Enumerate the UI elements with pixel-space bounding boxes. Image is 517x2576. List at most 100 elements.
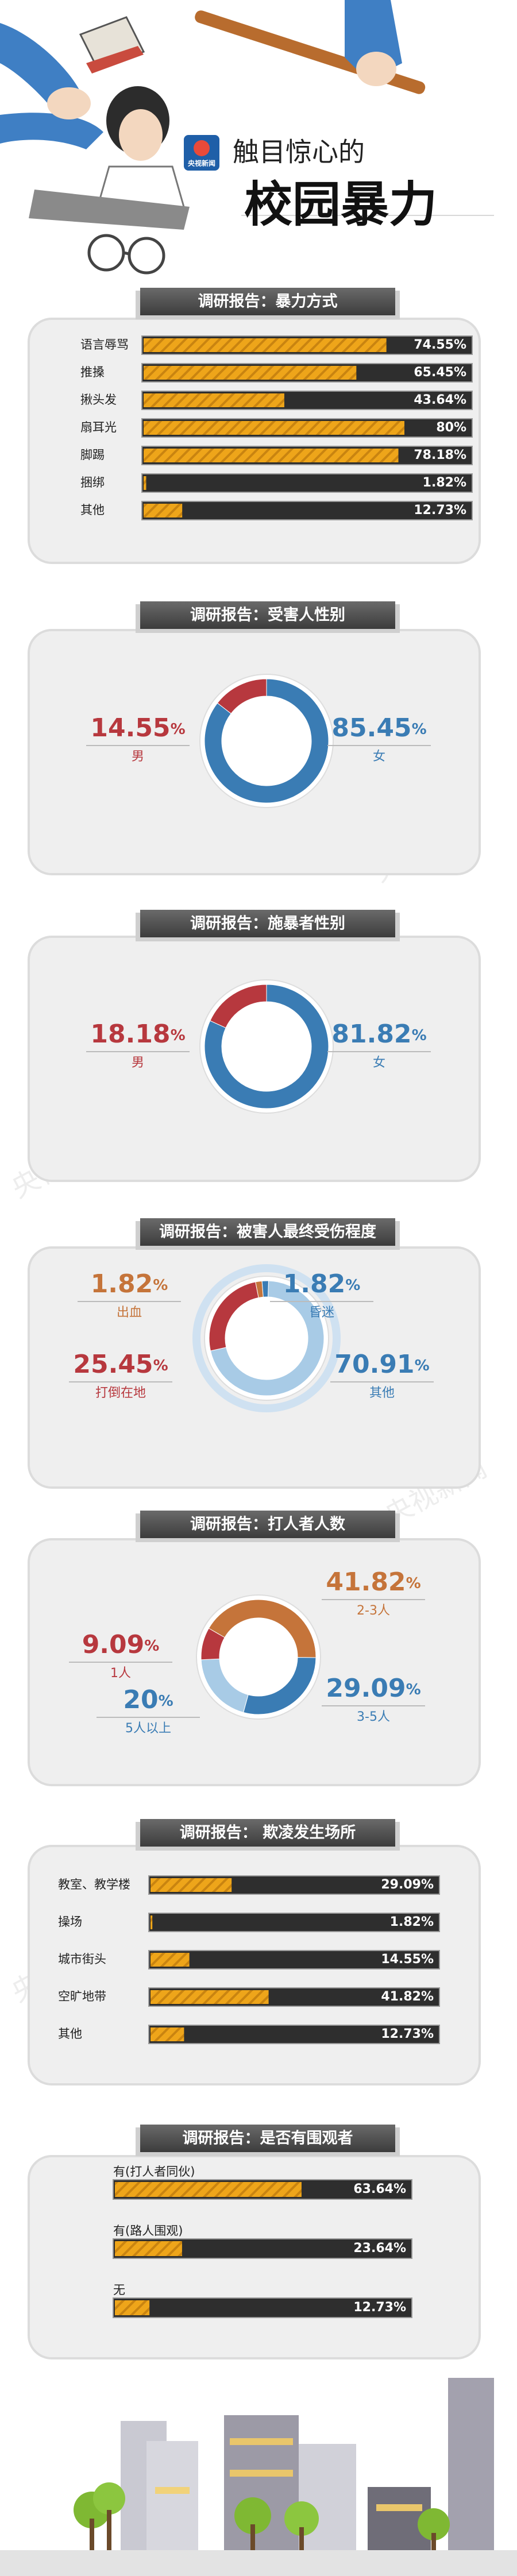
bar [144, 476, 146, 490]
category-label: 操场 [58, 1915, 82, 1929]
value-label: 12.73% [381, 2027, 434, 2041]
bar-track [148, 1913, 440, 1932]
category-label: 女 [373, 750, 385, 764]
category-label: 语言辱骂 [80, 338, 129, 352]
donut-slice [210, 984, 267, 1029]
category-label: 空旷地带 [58, 1990, 106, 2003]
value-unit: % [412, 721, 427, 738]
section-title: 调研报告： 欺凌发生场所 [180, 1824, 356, 1842]
value-label: 43.64% [414, 393, 466, 407]
value-unit: % [415, 1357, 430, 1374]
value-label: 23.64% [353, 2241, 406, 2256]
value-unit: % [171, 1027, 186, 1044]
category-label: 其他 [58, 2027, 82, 2041]
footer-buildings [0, 2378, 517, 2576]
value-label: 1.82% [423, 476, 466, 490]
value-label: 85.45% [331, 713, 426, 743]
category-label: 1人 [110, 1666, 131, 1681]
value-label: 41.82% [326, 1567, 420, 1597]
donut-slice [210, 1280, 325, 1396]
section-title: 调研报告：受害人性别 [190, 606, 345, 624]
category-label: 3-5人 [357, 1710, 390, 1724]
value-label: 1.82% [283, 1269, 361, 1299]
bar [151, 1915, 153, 1929]
value-unit: % [144, 1637, 159, 1655]
value-label: 1.82% [91, 1269, 168, 1299]
section-title: 调研报告：是否有围观者 [183, 2130, 353, 2148]
bar [144, 449, 399, 462]
value-label: 74.55% [414, 338, 466, 352]
donut-slice [200, 1628, 225, 1660]
category-label: 推搡 [80, 365, 105, 379]
category-label: 男 [132, 750, 144, 764]
bar [144, 393, 284, 407]
bar [144, 366, 357, 380]
donut-slice [217, 678, 267, 715]
category-label: 捆绑 [80, 476, 105, 489]
bar-track [141, 501, 473, 520]
value-unit: % [171, 721, 186, 738]
category-label: 揪头发 [80, 393, 117, 407]
value-label: 20% [123, 1685, 173, 1714]
value-number: 20 [123, 1685, 158, 1714]
value-label: 78.18% [414, 448, 466, 462]
bar-track [141, 473, 473, 493]
category-label: 教室、教学楼 [58, 1878, 130, 1891]
section-title: 调研报告：暴力方式 [198, 292, 338, 311]
donut-slice [204, 984, 329, 1109]
banner [140, 1819, 395, 1847]
category-label: 2-3人 [357, 1604, 390, 1618]
value-number: 81.82 [331, 1019, 411, 1049]
section-title: 调研报告：施暴者性别 [190, 915, 345, 933]
value-label: 29.09% [326, 1674, 420, 1703]
value-number: 70.91 [334, 1350, 414, 1379]
value-label: 14.55% [381, 1952, 434, 1967]
value-label: 12.73% [353, 2300, 406, 2315]
bar-track [148, 1950, 440, 1969]
bar [115, 2300, 150, 2315]
bar-track [148, 2025, 440, 2044]
category-label: 扇耳光 [80, 420, 117, 434]
banner [140, 1511, 395, 1538]
panel [28, 318, 481, 564]
outer-ring [192, 1264, 341, 1412]
category-label: 有(路人围观) [113, 2224, 183, 2238]
value-label: 41.82% [381, 1990, 434, 2004]
category-label: 脚踢 [80, 448, 105, 462]
value-unit: % [159, 1693, 173, 1710]
banner [140, 2125, 395, 2152]
logo-text: 央视新闻 [188, 159, 215, 168]
bar [151, 1878, 232, 1892]
value-label: 18.18% [90, 1019, 185, 1049]
section-title: 调研报告：打人者人数 [190, 1516, 346, 1534]
value-number: 85.45 [331, 713, 411, 743]
bar [151, 1990, 269, 2004]
bar-track [113, 2297, 412, 2318]
value-label: 70.91% [334, 1350, 429, 1379]
bar [144, 421, 404, 435]
value-label: 12.73% [414, 503, 466, 517]
category-label: 女 [373, 1056, 385, 1070]
category-label: 出血 [117, 1306, 142, 1320]
header-illustration [0, 0, 494, 275]
bar [144, 504, 183, 517]
value-number: 9.09 [82, 1630, 145, 1659]
value-label: 65.45% [414, 365, 466, 380]
value-number: 14.55 [90, 713, 170, 743]
value-number: 41.82 [326, 1567, 406, 1597]
title-small: 触目惊心的 [233, 137, 365, 168]
value-unit: % [153, 1357, 168, 1374]
value-label: 14.55% [90, 713, 185, 743]
value-number: 1.82 [283, 1269, 346, 1299]
value-number: 25.45 [73, 1350, 153, 1379]
category-label: 有(打人者同伙) [113, 2165, 195, 2179]
donut-slice [204, 678, 329, 804]
donut-slice [208, 1599, 317, 1658]
banner [140, 1218, 395, 1246]
section-title: 调研报告：被害人最终受伤程度 [159, 1223, 376, 1241]
value-unit: % [406, 1575, 421, 1592]
banner [140, 288, 395, 315]
category-label: 男 [132, 1056, 144, 1070]
title-big: 校园暴力 [244, 176, 437, 233]
